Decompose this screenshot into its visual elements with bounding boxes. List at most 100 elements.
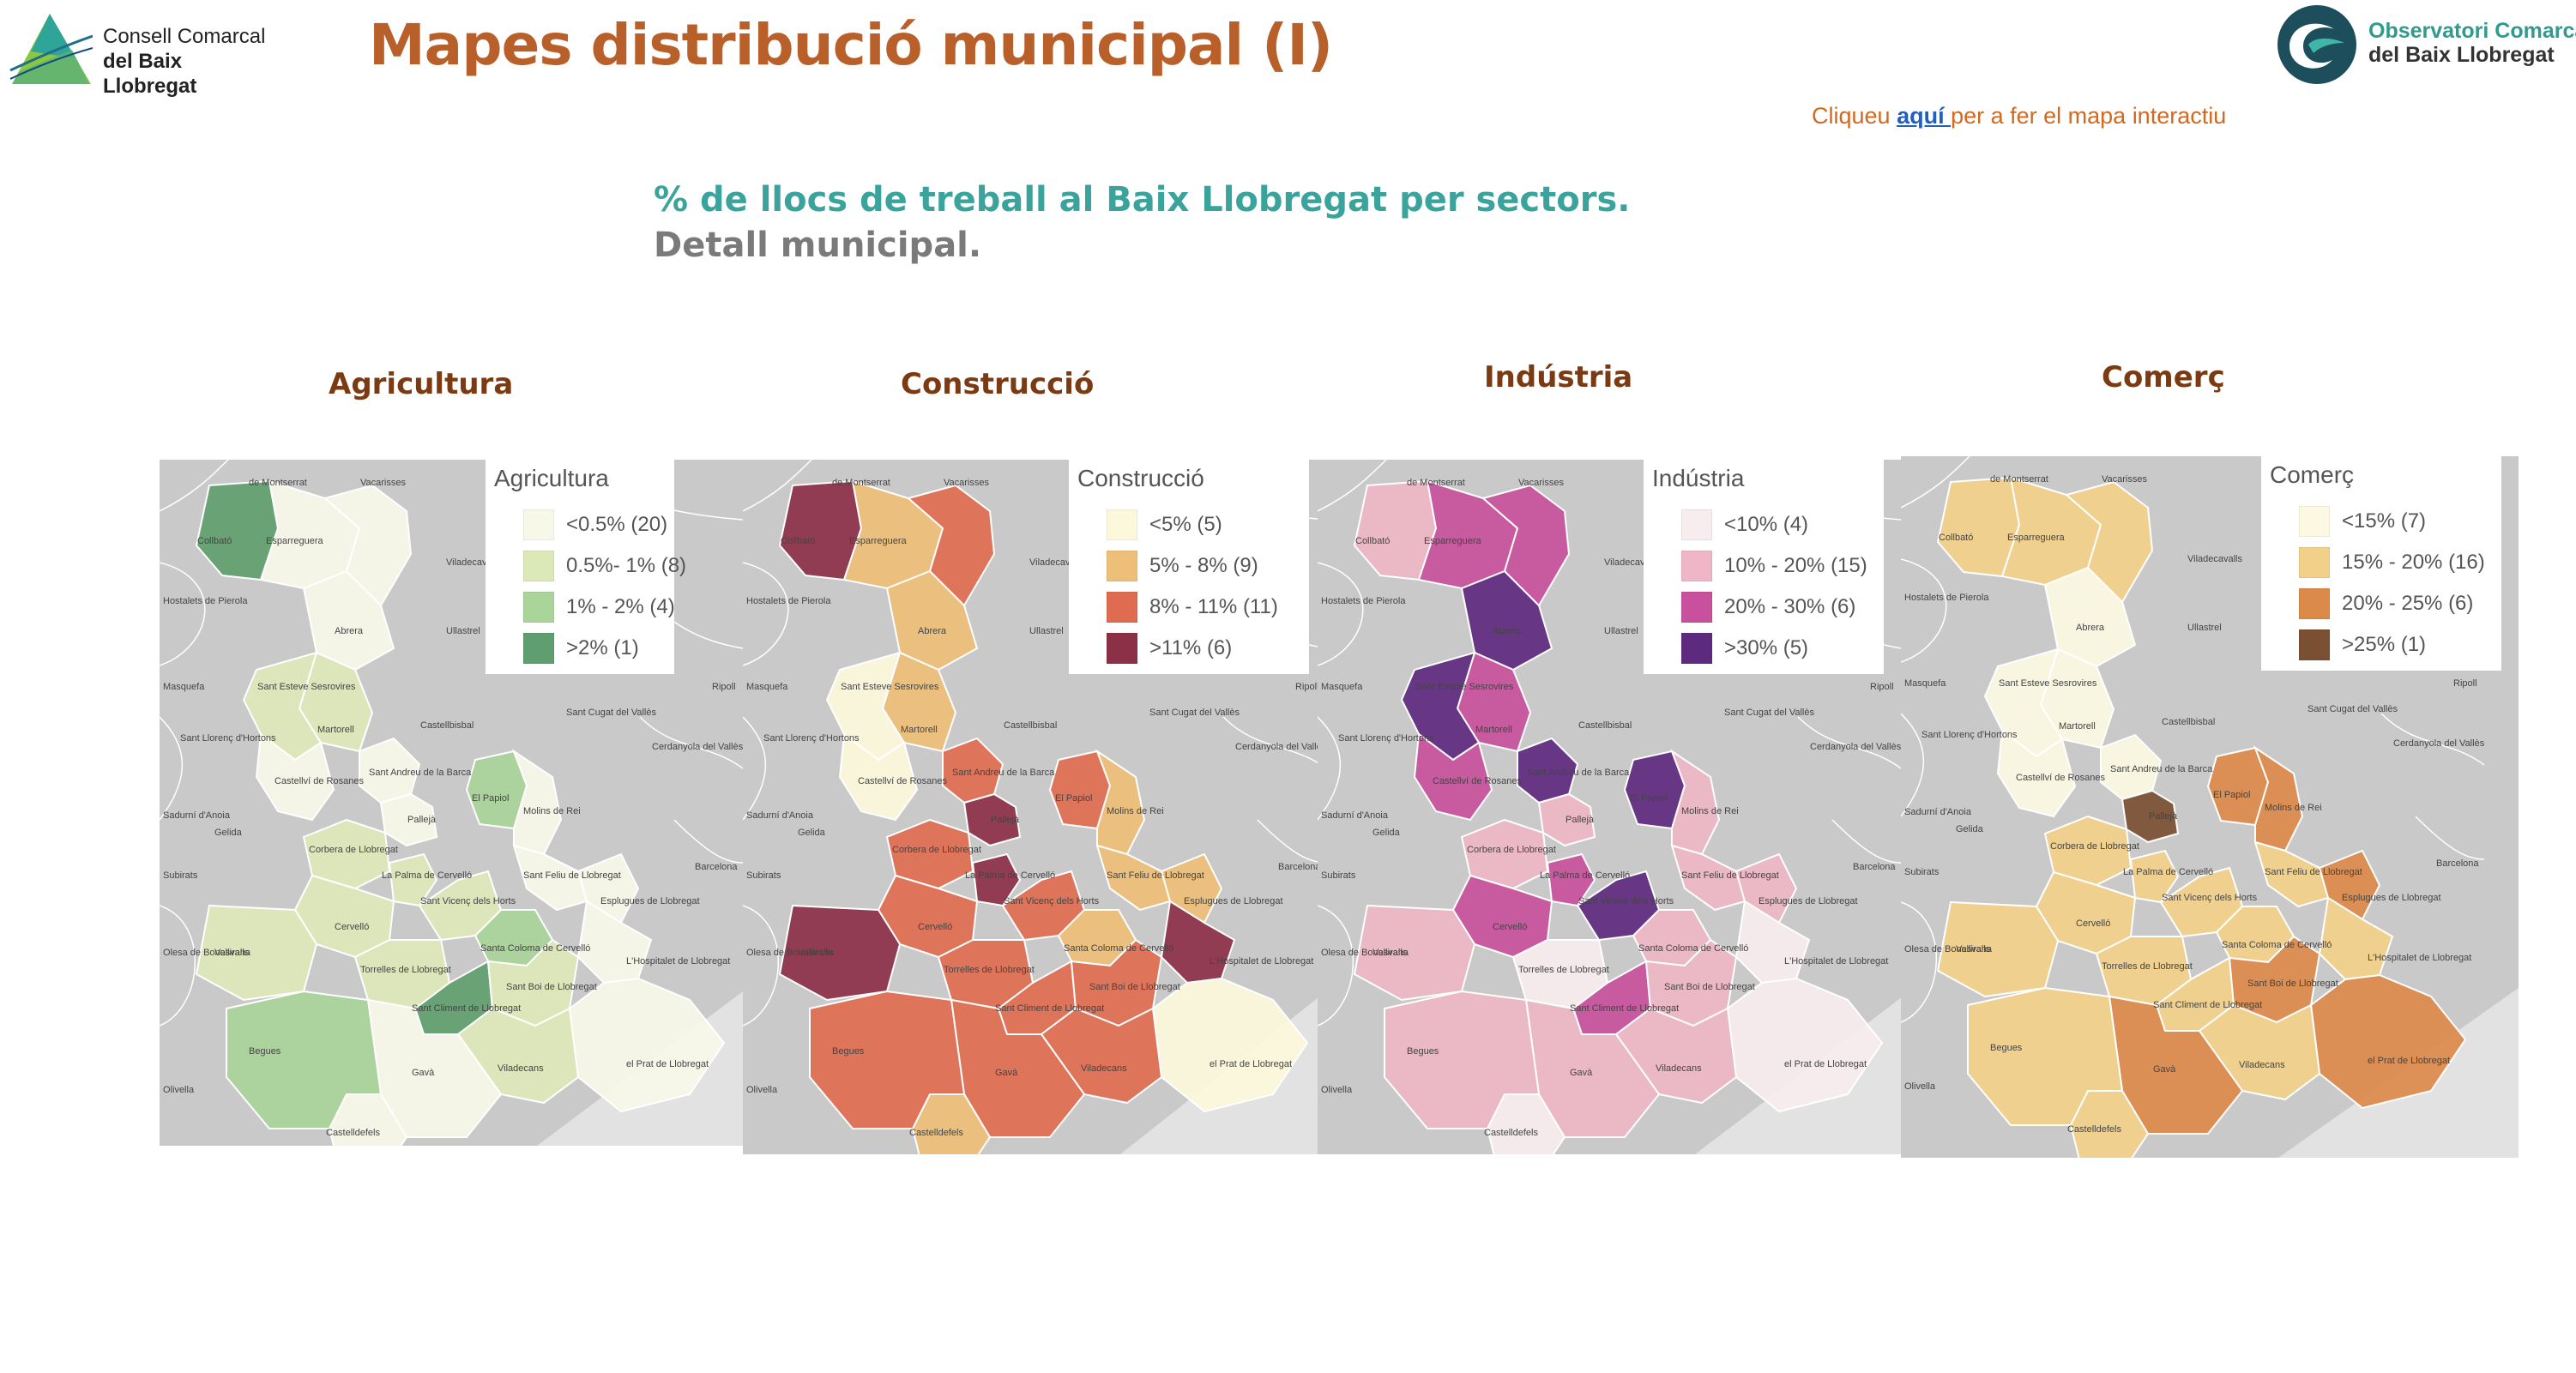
place-label: Vallirana bbox=[214, 948, 251, 958]
legend-swatch bbox=[523, 633, 554, 664]
place-label: Ripoll bbox=[2453, 678, 2477, 689]
place-label: Sant Boi de Llobregat bbox=[2247, 979, 2338, 989]
map-title-comerc: Comerç bbox=[2102, 360, 2225, 394]
place-label: Castellbisbal bbox=[2162, 717, 2215, 727]
legend-swatch bbox=[2299, 629, 2330, 660]
place-label: Olivella bbox=[746, 1085, 778, 1095]
place-label: Castelldefels bbox=[326, 1128, 380, 1138]
place-label: La Palma de Cervelló bbox=[382, 870, 472, 881]
municipality-elprat[interactable] bbox=[2309, 973, 2467, 1110]
municipality-olesa[interactable] bbox=[323, 484, 413, 607]
legend-item: 0.5%- 1% (8) bbox=[523, 549, 686, 583]
map-agricultura[interactable]: de Montserrat Vacarisses Collbató Esparregu… bbox=[160, 460, 743, 1146]
map-construccio[interactable]: de Montserrat Vacarisses Collbató Esparregu… bbox=[743, 460, 1326, 1154]
municipality-begues[interactable] bbox=[226, 990, 383, 1129]
place-label: El Papiol bbox=[1055, 793, 1092, 804]
municipality-lapalma[interactable] bbox=[388, 852, 438, 907]
municipality-viladecans[interactable] bbox=[1614, 1007, 1738, 1105]
municipality-esplugues[interactable] bbox=[1734, 852, 1798, 924]
place-label: Martorell bbox=[901, 725, 938, 735]
place-label: Sant Feliu de Llobregat bbox=[1107, 870, 1204, 881]
place-label: Olivella bbox=[1904, 1081, 1936, 1092]
municipality-viladecans[interactable] bbox=[456, 1007, 580, 1105]
legend-item: >2% (1) bbox=[523, 631, 639, 665]
place-label: Gelida bbox=[1372, 828, 1401, 838]
municipality-begues[interactable] bbox=[1384, 990, 1541, 1129]
map-title-construccio: Construcció bbox=[901, 367, 1095, 401]
legend-label: 1% - 2% (4) bbox=[566, 595, 675, 618]
place-label: Sant Climent de Llobregat bbox=[2153, 1000, 2262, 1010]
place-label: Hostalets de Pierola bbox=[746, 596, 831, 606]
place-label: Esparreguera bbox=[266, 536, 324, 546]
place-label: L'Hospitalet de Llobregat bbox=[2368, 953, 2471, 963]
municipality-elprat[interactable] bbox=[1726, 977, 1884, 1113]
place-label: Cerdanyola del Vallès bbox=[652, 742, 743, 752]
municipality-elprat[interactable] bbox=[568, 977, 726, 1113]
place-label: Sant Feliu de Llobregat bbox=[523, 870, 621, 881]
legend-item: 1% - 2% (4) bbox=[523, 590, 675, 624]
place-label: Sant Boi de Llobregat bbox=[1664, 982, 1755, 992]
place-label: Olesa de Bonesvalls bbox=[163, 948, 250, 958]
place-label: el Prat de Llobregat bbox=[1210, 1059, 1292, 1069]
municipality-olesa[interactable] bbox=[1481, 484, 1571, 607]
place-label: Sadurní d'Anoia bbox=[1904, 807, 1972, 817]
place-label: Sant Cugat del Vallès bbox=[1724, 708, 1814, 718]
place-label: Molins de Rei bbox=[1107, 806, 1164, 816]
place-label: Sadurní d'Anoia bbox=[1321, 810, 1389, 821]
legend-label: >30% (5) bbox=[1724, 636, 1809, 659]
municipality-lapalma[interactable] bbox=[971, 852, 1022, 907]
legend-swatch bbox=[523, 509, 554, 540]
municipality-esplugues[interactable] bbox=[2318, 849, 2381, 921]
place-label: Gelida bbox=[214, 828, 243, 838]
place-label: Sant Vicenç dels Horts bbox=[1004, 896, 1100, 906]
municipality-viladecans[interactable] bbox=[2198, 1003, 2321, 1101]
municipality-castellvi[interactable] bbox=[1413, 732, 1493, 822]
municipality-esplugues[interactable] bbox=[576, 852, 640, 924]
place-label: Castellví de Rosanes bbox=[2016, 773, 2105, 783]
place-label: Cervelló bbox=[918, 922, 952, 932]
legend-swatch bbox=[1681, 509, 1712, 540]
municipality-lapalma[interactable] bbox=[2129, 849, 2180, 904]
map-title-industria: Indústria bbox=[1484, 360, 1633, 394]
place-label: Santa Coloma de Cervelló bbox=[1638, 943, 1748, 954]
municipalities bbox=[195, 479, 726, 1146]
place-label: Olesa de Bonesvalls bbox=[1904, 944, 1991, 954]
municipality-castellvi[interactable] bbox=[255, 732, 335, 822]
place-label: Sant Esteve Sesrovires bbox=[1415, 682, 1514, 692]
place-label: Sant Vicenç dels Horts bbox=[420, 896, 516, 906]
place-label: Cervelló bbox=[1493, 922, 1527, 932]
place-label: Vallirana bbox=[1372, 948, 1409, 958]
place-label: de Montserrat bbox=[1407, 478, 1465, 488]
place-label: Esparreguera bbox=[1424, 536, 1482, 546]
map-industria[interactable]: de Montserrat Vacarisses Collbató Esparregu… bbox=[1318, 460, 1909, 1154]
municipality-viladecans[interactable] bbox=[1040, 1007, 1163, 1105]
municipality-lapalma[interactable] bbox=[1546, 852, 1596, 907]
place-label: Cerdanyola del Vallès bbox=[1235, 742, 1326, 752]
municipality-begues[interactable] bbox=[809, 990, 966, 1129]
place-label: Esplugues de Llobregat bbox=[2342, 893, 2441, 903]
place-label: Vacarisses bbox=[360, 478, 406, 488]
place-label: Begues bbox=[832, 1046, 865, 1057]
municipality-olesa[interactable] bbox=[906, 484, 996, 607]
interactive-map-link[interactable]: aquí bbox=[1897, 103, 1952, 129]
municipality-elprat[interactable] bbox=[1151, 977, 1309, 1113]
place-label: de Montserrat bbox=[832, 478, 890, 488]
place-label: Barcelona bbox=[2436, 858, 2479, 869]
municipality-begues[interactable] bbox=[1967, 986, 2124, 1126]
place-label: Cerdanyola del Vallès bbox=[2393, 738, 2485, 749]
place-label: Ripoll bbox=[1870, 682, 1894, 692]
place-label: Castellví de Rosanes bbox=[858, 776, 947, 786]
municipality-castellvi[interactable] bbox=[1996, 729, 2077, 818]
map-comerc[interactable]: de Montserrat Vacarisses Collbató Esparregu… bbox=[1901, 456, 2519, 1158]
place-label: Esplugues de Llobregat bbox=[1184, 896, 1283, 906]
place-label: Abrera bbox=[335, 626, 364, 636]
legend-label: <0.5% (20) bbox=[566, 513, 668, 536]
legend-label: 20% - 25% (6) bbox=[2342, 592, 2474, 615]
municipality-castellvi[interactable] bbox=[838, 732, 919, 822]
place-label: Viladecavalls bbox=[2187, 554, 2243, 564]
legend-item: 5% - 8% (9) bbox=[1107, 549, 1258, 583]
municipality-olesa[interactable] bbox=[2064, 480, 2154, 604]
municipality-esplugues[interactable] bbox=[1160, 852, 1223, 924]
legend-swatch bbox=[523, 592, 554, 623]
place-label: Castelldefels bbox=[2067, 1124, 2121, 1135]
